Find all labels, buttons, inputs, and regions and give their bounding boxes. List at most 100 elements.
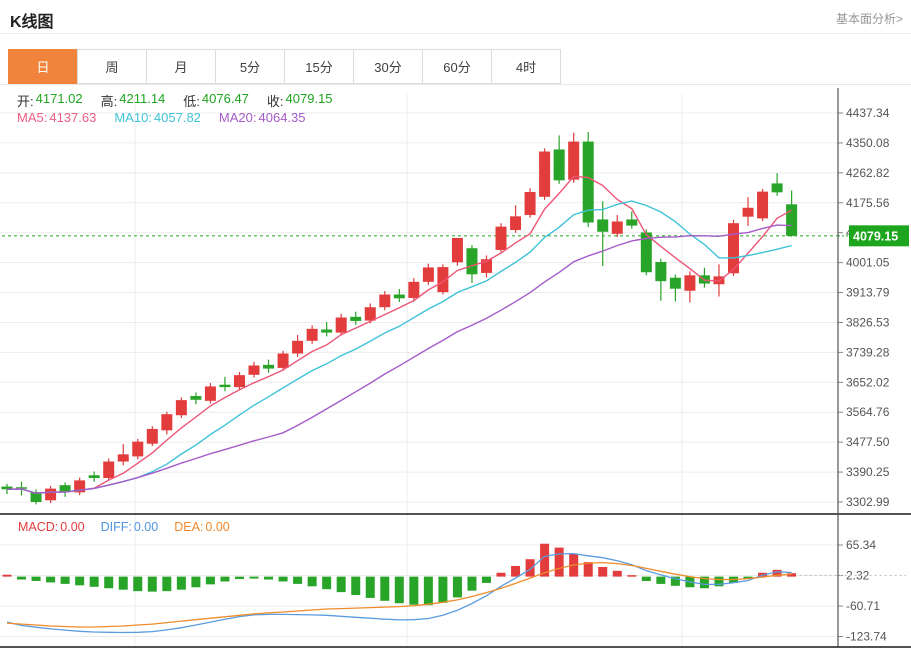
diff-label: DIFF: [100, 520, 132, 534]
ma5-label: MA5: [17, 110, 48, 125]
candle-down [582, 141, 594, 223]
kline-chart-canvas[interactable]: 4437.344350.084262.824175.564088.314001.… [0, 86, 911, 649]
y-axis-label: 3739.28 [846, 345, 890, 359]
candle-down [669, 277, 681, 289]
fundamental-analysis-link[interactable]: 基本面分析> [835, 12, 903, 26]
macd-bar [365, 576, 375, 598]
ma5-line [6, 175, 792, 495]
macd-bar [264, 576, 274, 580]
macd-bar [511, 565, 521, 577]
macd-value-readout: MACD: 0.00 [18, 520, 85, 534]
candle-up [335, 317, 347, 333]
macd-label: MACD: [18, 520, 59, 534]
ohlc-readout: 开: 4171.02 高: 4211.14 低: 4076.47 收: 4079.15 [17, 91, 333, 110]
y-axis-label: 3826.53 [846, 315, 890, 329]
macd-bar [481, 576, 491, 583]
candle-down [393, 294, 405, 299]
candle-down [30, 492, 42, 502]
candle-up [408, 281, 420, 298]
candle-up [132, 441, 144, 457]
candle-down [263, 364, 275, 369]
open-value: 4171.02 [35, 91, 83, 106]
macd-bar [772, 569, 782, 577]
macd-bar [249, 576, 259, 579]
macd-bar [351, 576, 361, 596]
tab-15分[interactable]: 15分 [284, 49, 354, 84]
y-axis-label: 3913.79 [846, 286, 890, 300]
candle-down [626, 219, 638, 226]
candle-down [88, 475, 100, 478]
current-price-badge [849, 225, 909, 247]
macd-bar [409, 576, 419, 605]
candle-up [161, 414, 173, 431]
tab-30分[interactable]: 30分 [353, 49, 423, 84]
macd-bar [104, 576, 114, 589]
high-value: 4211.14 [119, 91, 166, 106]
macd-bar [205, 576, 215, 585]
ma10-readout: MA10: 4057.82 [114, 110, 201, 125]
diff-line [6, 552, 792, 634]
close-readout: 收: 4079.15 [267, 91, 333, 110]
candle-down [597, 219, 609, 232]
dea-line [6, 561, 792, 628]
macd-bar [787, 573, 797, 577]
candle-up [292, 340, 304, 354]
ma20-line [6, 224, 792, 495]
candle-up [306, 328, 318, 341]
interval-tabs: 日周月 5分 15分 30分 60分 4时 [8, 49, 561, 84]
ma20-value: 4064.35 [258, 110, 306, 125]
macd-bar [307, 576, 317, 587]
candle-up [611, 221, 623, 234]
macd-bar [162, 576, 172, 592]
macd-bar [31, 576, 41, 581]
candle-down [640, 232, 652, 273]
tab-60分[interactable]: 60分 [422, 49, 492, 84]
macd-bar [176, 576, 186, 590]
tab-4时[interactable]: 4时 [491, 49, 561, 84]
candle-up [524, 191, 536, 215]
diff-readout: DIFF: 0.00 [101, 520, 159, 534]
ma-readout: MA5: 4137.63 MA10: 4057.82 MA20: 4064.35 [17, 110, 306, 125]
candle-up [117, 454, 129, 462]
tab-周[interactable]: 周 [77, 49, 147, 84]
candle-down [771, 183, 783, 193]
candle-up [364, 307, 376, 321]
candle-up [539, 151, 551, 197]
open-readout: 开: 4171.02 [17, 91, 83, 110]
macd-axis-label: -60.71 [846, 599, 880, 613]
candle-up [175, 400, 187, 416]
tab-5分[interactable]: 5分 [215, 49, 285, 84]
macd-bar [293, 576, 303, 584]
tab-月[interactable]: 月 [146, 49, 216, 84]
low-value: 4076.47 [201, 91, 249, 106]
candle-up [45, 488, 57, 501]
macd-bar [641, 576, 651, 581]
macd-bar [554, 547, 564, 577]
candle-down [350, 316, 362, 321]
candle-up [103, 461, 115, 478]
dea-readout: DEA: 0.00 [174, 520, 230, 534]
candle-up [379, 294, 391, 308]
macd-bar [583, 562, 593, 577]
candle-down [466, 248, 478, 275]
ma10-label: MA10: [114, 110, 152, 125]
macd-bar [234, 576, 244, 580]
y-axis-label: 3390.25 [846, 465, 890, 479]
macd-bar [60, 576, 70, 584]
macd-bar [322, 576, 332, 590]
macd-bar [540, 543, 550, 577]
macd-bar [75, 576, 85, 586]
candle-down [321, 329, 333, 333]
candle-up [742, 207, 754, 217]
title-row: K线图 基本面分析> [0, 0, 911, 33]
candle-down [16, 487, 28, 489]
tab-日[interactable]: 日 [8, 49, 78, 84]
tabs-underline [0, 84, 911, 85]
macd-bar [17, 576, 27, 580]
candle-down [1, 486, 13, 490]
candle-up [451, 237, 463, 263]
macd-bar [598, 566, 608, 577]
macd-readout: MACD: 0.00 DIFF: 0.00 DEA: 0.00 [18, 520, 230, 534]
candle-down [190, 396, 202, 400]
